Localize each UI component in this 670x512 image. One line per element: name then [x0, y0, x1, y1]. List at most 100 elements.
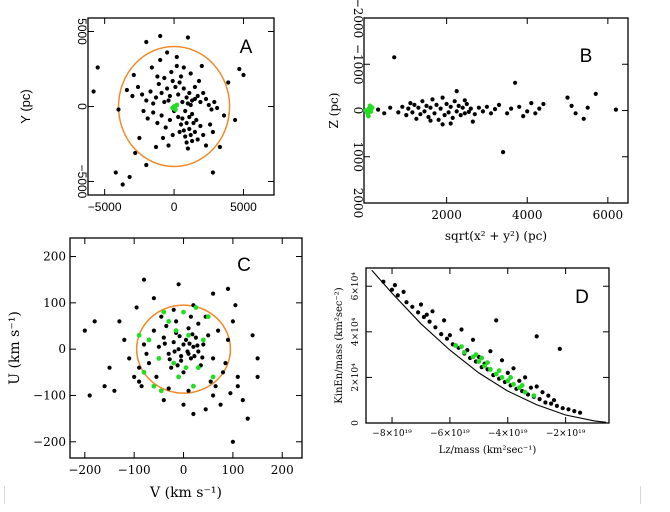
panel-a-stars-point: [135, 84, 141, 90]
panel-a-xtick-label: −5000: [88, 200, 122, 214]
panel-c-highlight-point: [166, 319, 172, 324]
panel-b-stars-point: [426, 114, 431, 120]
panel-b-stars-point: [454, 109, 459, 114]
panel-c-ytick-label: −200: [33, 435, 66, 449]
panel-b-stars-point: [529, 101, 534, 106]
panel-b-ylabel: Z (pc): [327, 93, 341, 129]
panel-c-stars-point: [179, 354, 184, 359]
panel-b-stars-point: [406, 106, 411, 111]
panel-d-highlight-point: [485, 360, 490, 365]
panel-c-stars-point: [132, 374, 137, 379]
panel-b-stars-point: [484, 104, 489, 109]
panel-d-highlight-point: [499, 375, 505, 380]
panel-c-stars-point: [188, 314, 193, 319]
panel-b-stars-point: [454, 89, 459, 94]
panel-d-stars-point: [442, 318, 447, 323]
panel-b-ytick-label: −1000: [351, 44, 365, 85]
panel-c-stars-point: [82, 328, 87, 333]
panel-c-stars-point: [228, 391, 233, 396]
panel-a-stars-point: [145, 116, 150, 121]
panel-c-stars-point: [161, 335, 166, 340]
panel-b-stars-point: [472, 112, 477, 117]
panel-a-stars-point: [241, 72, 246, 78]
panel-d-stars-point: [528, 385, 534, 390]
panel-d-stars-point: [430, 309, 435, 314]
panel-c-stars-point: [186, 388, 191, 393]
panel-a-stars-point: [178, 122, 184, 127]
panel-c-stars-point: [235, 374, 240, 379]
panel-c-stars-point: [225, 286, 231, 291]
panel-c-highlight-point: [146, 337, 152, 343]
panel-d-highlight-point: [519, 383, 525, 388]
panel-c-stars-point: [172, 349, 177, 354]
panel-c-stars-point: [137, 365, 142, 370]
panel-d-highlight-point: [522, 389, 528, 395]
panel-d-stars-point: [404, 300, 409, 305]
panel-a-stars-point: [181, 128, 186, 133]
panel-a-stars-point: [183, 108, 188, 114]
panel-a-stars-point: [144, 98, 149, 103]
panel-c-stars-point: [235, 384, 240, 389]
panel-b-stars-point: [414, 116, 419, 121]
panel-c-stars-point: [250, 333, 255, 338]
panel-a-highlight-point: [173, 107, 178, 112]
panel-a-stars-point: [163, 125, 168, 130]
panel-d-stars-point: [444, 336, 450, 341]
panel-a-stars-point: [199, 63, 204, 69]
panel-a-label: A: [240, 37, 253, 58]
panel-c-xtick-label: 200: [271, 463, 294, 477]
panel-b-ytick-label: 0: [351, 107, 365, 115]
panel-c-stars-point: [177, 334, 182, 339]
panel-b-stars-point: [462, 111, 467, 116]
panel-b-highlight-point: [367, 103, 373, 109]
panel-d-highlight-point: [496, 368, 502, 373]
panel-a-stars-point: [190, 111, 195, 117]
panel-a-stars-point: [201, 132, 206, 138]
panel-d-stars-point: [534, 334, 539, 339]
panel-c-stars-point: [188, 356, 193, 361]
panel-c-stars-point: [176, 347, 181, 352]
panel-d-ytick-label: 2×10⁴: [351, 363, 361, 392]
panel-b-stars-point: [470, 119, 475, 124]
panel-a-stars-point: [188, 71, 193, 76]
panel-d-stars-point: [540, 390, 545, 395]
panel-c-stars-point: [196, 321, 201, 326]
panel-a-stars-point: [192, 96, 197, 102]
panel-a-stars-point: [153, 144, 159, 150]
panel-c-stars-point: [171, 307, 176, 312]
panel-d-stars-point: [488, 349, 493, 354]
panel-c-ytick-label: 100: [43, 296, 66, 310]
panel-b-xtick-label: 4000: [512, 208, 543, 222]
panel-c-frame: [69, 237, 303, 459]
panel-b-stars-point: [392, 55, 397, 60]
panel-b-stars-point: [501, 150, 506, 155]
panel-a-stars-point: [158, 57, 163, 63]
panel-b-stars-point: [438, 106, 443, 111]
panel-b-stars-point: [428, 105, 433, 110]
panel-b-stars-point: [525, 109, 530, 114]
panel-b-stars-point: [448, 121, 453, 126]
panel-b-label: B: [580, 46, 593, 67]
panel-b-stars-point: [444, 101, 449, 107]
panel-c-stars-point: [154, 374, 159, 379]
panel-b-stars-point: [569, 103, 574, 108]
panel-a-stars-point: [173, 84, 178, 90]
panel-c-highlight-point: [183, 365, 189, 371]
panel-c-stars-point: [240, 398, 245, 403]
panel-d-stars-point: [392, 283, 397, 288]
panel-b-stars-point: [428, 118, 433, 123]
panel-a-stars-point: [183, 134, 188, 139]
panel-a-stars-point: [95, 65, 100, 70]
panel-c-stars-point: [161, 398, 166, 403]
panel-d-stars-point: [433, 325, 438, 330]
panel-c-xtick-label: 100: [221, 463, 244, 477]
panel-a-stars-point: [188, 102, 193, 108]
panel-a-stars-point: [137, 135, 142, 141]
panel-b-stars-point: [613, 107, 619, 112]
panel-c-stars-point: [206, 333, 211, 338]
panel-c-label: C: [237, 255, 251, 276]
panel-a-stars-point: [124, 87, 129, 93]
panel-d-stars-point: [424, 312, 429, 317]
panel-a-stars-point: [187, 90, 192, 96]
panel-c-stars-point: [225, 337, 231, 342]
